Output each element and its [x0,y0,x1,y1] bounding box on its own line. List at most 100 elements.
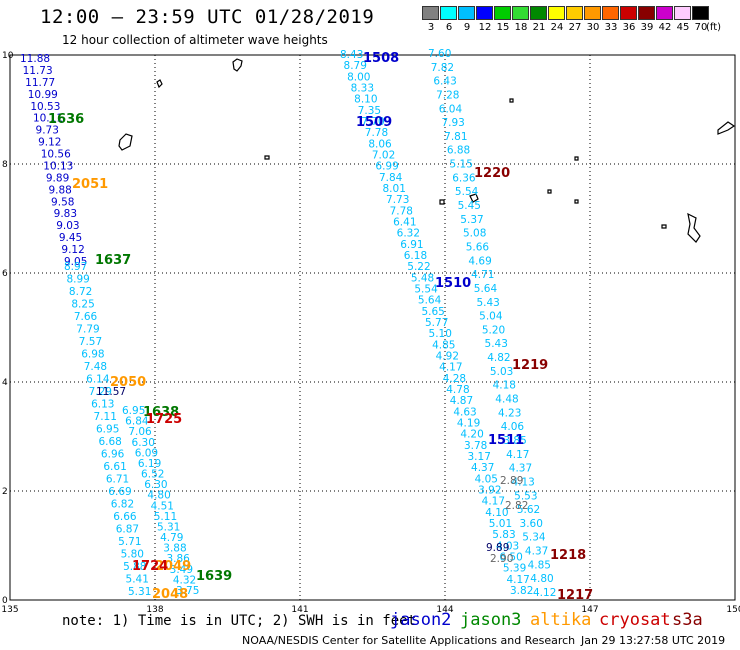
wave-height-label: 5.62 [517,504,540,516]
legend-item: s3a [672,610,703,630]
scale-swatch [566,6,583,20]
pass-id-label: 2048 [152,587,188,602]
scale-label: 36 [622,22,636,33]
wave-height-label: 5.22 [407,261,430,273]
wave-height-label: 8.43 [340,49,363,61]
wave-height-label: 9.83 [54,208,77,220]
wave-height-label: 2.82 [505,500,528,512]
wave-height-label: 6.36 [452,172,476,184]
wave-height-label: 6.43 [433,76,456,88]
wave-height-label: 5.10 [429,328,452,340]
wave-height-label: 9.88 [48,184,71,196]
wave-height-label: 5.37 [460,214,483,226]
wave-height-label: 10.53 [30,101,60,113]
coastline-outline [574,156,579,161]
wave-height-label: 5.48 [411,272,434,284]
scale-swatch [440,6,457,20]
scale-swatch [422,6,439,20]
pass-labels: 1508 1509 1510 1511 1636 1637 1638 1639 2051 2050… [48,51,593,603]
wave-height-label: 4.69 [468,255,491,267]
wave-height-label: 6.04 [439,103,463,115]
y-tick-label: 2 [2,487,8,497]
legend-item: jason2 [390,610,452,630]
wave-height-label: 6.41 [393,217,416,229]
scale-label: 70 [694,22,708,33]
wave-height-label: 11.88 [20,53,50,65]
wave-height-label: 4.10 [485,507,508,519]
wave-height-label: 5.53 [514,490,537,502]
wave-height-label: 7.70 [361,116,384,128]
wave-height-label: 8.79 [344,60,367,72]
scale-swatch [656,6,673,20]
pass-id-label: 1636 [48,112,84,127]
wave-height-label: 8.10 [354,94,377,106]
wave-height-label: 8.00 [347,71,370,83]
wave-height-label: 6.69 [108,486,131,498]
wave-height-label: 9.73 [36,125,59,137]
wave-height-label: 10.99 [28,89,58,101]
scale-swatch [548,6,565,20]
credit-line: NOAA/NESDIS Center for Satellite Applica… [242,634,576,647]
scale-label: 30 [586,22,600,33]
scale-swatch [620,6,637,20]
page-subtitle: 12 hour collection of altimeter wave hei… [62,33,328,47]
wave-height-label: 5.71 [118,536,141,548]
wave-height-label: 6.98 [81,349,104,361]
wave-height-label: 7.29 [89,386,112,398]
wave-height-label: 6.91 [400,239,423,251]
wave-height-label: 5.43 [485,338,508,350]
scale-label: 21 [532,22,546,33]
wave-height-label: 4.06 [501,421,525,433]
wave-height-label: 4.05 [475,473,498,485]
wave-height-label: 10.56 [41,149,71,161]
pass-id-label: 1217 [557,588,593,603]
wave-height-label: 2.90 [490,553,513,565]
coastline-outline [156,79,163,89]
y-tick-label: 10 [2,51,14,61]
wave-height-label: 9.45 [59,232,82,244]
axis-ticks: 135 138 141 144 147 150 0 2 4 6 8 10 [1,51,740,615]
wave-height-label: 6.30 [144,479,167,491]
wave-height-label: 6.95 [96,424,119,436]
satellite-tracks: 11.8811.7311.7710.9910.5310.119.739.1210… [20,48,556,599]
pass-id-label: 1638 [143,405,179,420]
wave-height-label: 5.66 [466,241,490,253]
wave-height-label: 7.35 [358,105,381,117]
wave-height-label: 4.82 [487,352,510,364]
wave-height-label: 4.51 [151,500,174,512]
pass-id-label: 1725 [146,412,182,427]
wave-height-label: 5.41 [126,574,149,586]
coastline-outline [574,199,579,204]
coastline-outline [661,224,667,229]
wave-height-label: 5.31 [128,586,151,598]
wave-height-label: 7.57 [79,336,102,348]
wave-height-label: 6.71 [106,474,129,486]
wave-height-label: 6.50 [499,552,522,564]
wave-height-label: 4.17 [482,496,505,508]
wave-height-label: 4.48 [495,394,518,406]
wave-height-label: 10.11 [33,113,63,125]
wave-height-label: 3.85 [503,435,526,447]
wave-height-label: 4.19 [457,418,480,430]
wave-height-label: 7.78 [365,127,388,139]
wave-height-label: 6.19 [138,458,161,470]
x-tick-label: 150 [726,605,740,615]
wave-height-label: 7.60 [428,48,451,60]
wave-height-label: 4.03 [496,540,519,552]
scale-label: 12 [478,22,492,33]
wave-height-label: 8.25 [71,299,94,311]
coastline-outline [687,212,701,243]
scale-swatch [638,6,655,20]
pass-id-label: 1218 [550,548,586,563]
wave-height-label: 5.03 [490,366,513,378]
wave-height-label: 7.02 [372,150,395,162]
wave-height-label: 4.17 [506,574,529,586]
wave-height-label: 4.18 [493,380,516,392]
wave-height-label: 5.20 [482,324,505,336]
wave-height-label: 9.89 [46,172,69,184]
wave-height-label: 7.81 [444,131,467,143]
wave-height-label: 11.77 [25,77,55,89]
wave-height-label: 7.48 [84,361,107,373]
wave-height-label: 11.73 [23,65,53,77]
